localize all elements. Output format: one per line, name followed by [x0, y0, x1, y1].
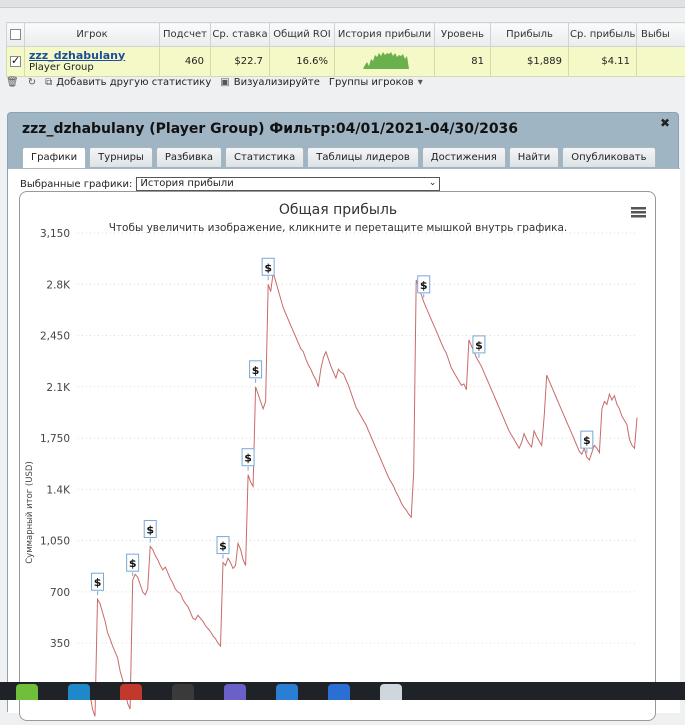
menu-icon — [631, 215, 646, 218]
taskbar-app-icon[interactable] — [68, 684, 90, 700]
profit-sparkline — [335, 47, 435, 73]
tab-tournaments[interactable]: Турниры — [89, 147, 153, 167]
profit-cell: $1,889 — [491, 47, 569, 77]
os-taskbar — [0, 682, 685, 700]
tab-graphs[interactable]: Графики — [22, 147, 86, 168]
column-header[interactable]: Подсчет — [160, 23, 211, 47]
cash-marker-label: $ — [264, 261, 272, 274]
cash-marker-label: $ — [420, 279, 428, 292]
cash-marker-label: $ — [583, 434, 591, 447]
tab-publish[interactable]: Опубликовать — [562, 147, 655, 167]
select-all-checkbox[interactable] — [10, 29, 21, 40]
cash-marker-label: $ — [146, 523, 154, 536]
y-tick-label: 350 — [50, 638, 70, 650]
y-tick-label: 2.8K — [46, 279, 71, 291]
add-column-icon: ⧉ — [45, 77, 52, 88]
tab-achievements[interactable]: Достижения — [422, 147, 506, 167]
column-header[interactable]: Уровень — [435, 23, 491, 47]
taskbar-app-icon[interactable] — [120, 684, 142, 700]
cash-marker-label: $ — [219, 540, 227, 553]
player-stats-table: Игрок Подсчет Ср. ставка Общий ROI Истор… — [6, 22, 685, 77]
graph-select-value: История прибыли — [140, 178, 233, 189]
tab-leaderboards[interactable]: Таблицы лидеров — [307, 147, 419, 167]
panel-body: Выбранные графики: История прибыли ⌄ Общ… — [8, 168, 680, 713]
graph-select-row: Выбранные графики: История прибыли ⌄ — [20, 177, 440, 191]
extra-cell — [637, 47, 685, 77]
close-icon[interactable]: ✖ — [660, 116, 670, 130]
visualize-label: Визуализируйте — [234, 77, 320, 88]
column-header[interactable]: Выбы — [637, 23, 685, 47]
cash-marker-label: $ — [252, 364, 260, 377]
y-tick-label: 2.1K — [46, 382, 71, 394]
chevron-down-icon: ⌄ — [429, 177, 437, 189]
visualize-button[interactable]: ▣ Визуализируйте — [220, 77, 320, 88]
panel-tabs: Графики Турниры Разбивка Статистика Табл… — [22, 147, 656, 168]
player-groups-button[interactable]: Группы игроков ▾ — [329, 77, 423, 88]
taskbar-app-icon[interactable] — [224, 684, 246, 700]
add-stat-button[interactable]: ⧉ Добавить другую статистику — [45, 77, 211, 88]
table-header-row: Игрок Подсчет Ср. ставка Общий ROI Истор… — [7, 23, 685, 47]
stats-toolbar: 🗑 ↻ ⧉ Добавить другую статистику ▣ Визуа… — [6, 72, 423, 92]
player-name-link[interactable]: zzz_dzhabulany — [29, 50, 158, 62]
taskbar-app-icon[interactable] — [276, 684, 298, 700]
image-icon: ▣ — [220, 77, 229, 88]
menu-icon — [631, 211, 646, 214]
profit-series-line — [90, 273, 637, 717]
graph-select[interactable]: История прибыли ⌄ — [136, 177, 440, 191]
cash-marker-label: $ — [244, 452, 252, 465]
player-groups-label: Группы игроков — [329, 77, 414, 88]
tab-statistics[interactable]: Статистика — [225, 147, 304, 167]
profit-chart[interactable]: Общая прибыль Чтобы увеличить изображение… — [20, 192, 657, 722]
selected-graphs-label: Выбранные графики: — [20, 179, 132, 190]
taskbar-app-icon[interactable] — [16, 684, 38, 700]
chart-title: Общая прибыль — [279, 202, 397, 218]
y-axis-label: Суммарный итог (USD) — [25, 461, 35, 564]
avg-profit-cell: $4.11 — [569, 47, 637, 77]
column-header[interactable]: История прибыли — [335, 23, 435, 47]
y-tick-label: 1,750 — [40, 433, 70, 445]
y-tick-label: 700 — [50, 587, 70, 599]
taskbar-app-icon[interactable] — [380, 684, 402, 700]
trash-icon[interactable]: 🗑 — [6, 77, 19, 88]
column-header[interactable]: Ср. прибыль — [569, 23, 637, 47]
window-top-strip — [0, 0, 685, 8]
chart-container[interactable]: Общая прибыль Чтобы увеличить изображение… — [19, 191, 656, 721]
add-stat-label: Добавить другую статистику — [56, 77, 211, 88]
level-cell: 81 — [435, 47, 491, 77]
refresh-icon[interactable]: ↻ — [28, 77, 36, 88]
column-header[interactable]: Ср. ставка — [211, 23, 270, 47]
y-tick-label: 1.4K — [46, 484, 71, 496]
chart-subtitle: Чтобы увеличить изображение, кликните и … — [109, 222, 568, 234]
chevron-down-icon: ▾ — [418, 77, 423, 88]
cash-marker-label: $ — [94, 576, 102, 589]
menu-icon — [631, 207, 646, 210]
y-tick-label: 2,450 — [40, 331, 70, 343]
y-tick-label: 1,050 — [40, 536, 70, 548]
row-checkbox[interactable] — [10, 56, 21, 67]
tab-breakdown[interactable]: Разбивка — [156, 147, 222, 167]
select-all-header[interactable] — [7, 23, 25, 47]
player-panel: zzz_dzhabulany (Player Group) Фильтр:04/… — [7, 112, 679, 712]
cash-marker-label: $ — [475, 339, 483, 352]
cash-marker-label: $ — [129, 557, 137, 570]
column-header[interactable]: Прибыль — [491, 23, 569, 47]
taskbar-app-icon[interactable] — [172, 684, 194, 700]
tab-find[interactable]: Найти — [509, 147, 559, 167]
column-header[interactable]: Общий ROI — [270, 23, 335, 47]
taskbar-app-icon[interactable] — [328, 684, 350, 700]
panel-title: zzz_dzhabulany (Player Group) Фильтр:04/… — [22, 121, 518, 137]
y-tick-label: 3,150 — [40, 228, 70, 240]
column-header[interactable]: Игрок — [25, 23, 160, 47]
